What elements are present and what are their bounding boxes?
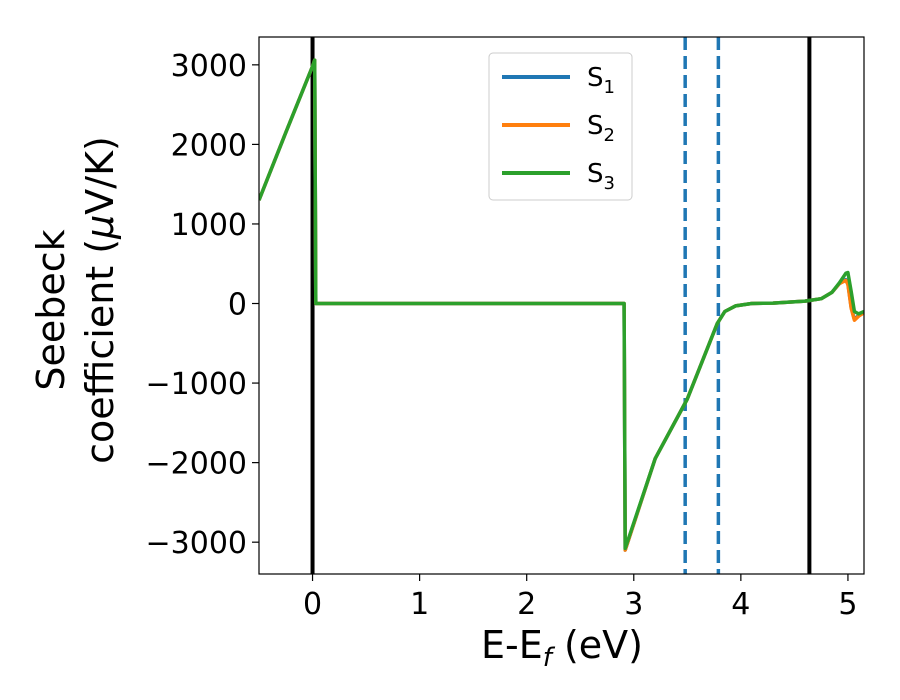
- legend-label-S2: S2: [587, 111, 615, 146]
- y-tick-label-3: 0: [228, 288, 247, 323]
- x-tick-label-4: 4: [731, 587, 750, 622]
- series-line-S3: [259, 58, 864, 551]
- x-tick-label-0: 0: [303, 587, 322, 622]
- x-tick-label-1: 1: [410, 587, 429, 622]
- legend-label-S1: S1: [587, 63, 615, 98]
- vertical-reference-lines: [310, 37, 812, 574]
- y-tick-label-1: 2000: [171, 128, 247, 163]
- x-axis: 0 1 2 3 4 5: [303, 574, 857, 622]
- legend: S1 S2 S3: [488, 52, 633, 201]
- x-tick-label-3: 3: [624, 587, 643, 622]
- y-axis-title-line2: coefficient (μV/K): [78, 136, 122, 464]
- mu-symbol: μ: [78, 215, 122, 240]
- y-tick-label-4: −1000: [146, 367, 247, 402]
- series-lines: [259, 58, 864, 552]
- y-tick-label-5: −2000: [146, 447, 247, 482]
- x-tick-label-2: 2: [517, 587, 536, 622]
- y-tick-label-6: −3000: [146, 526, 247, 561]
- y-tick-label-0: 3000: [171, 49, 247, 84]
- x-axis-title: E-Ef (eV): [481, 623, 643, 673]
- legend-label-S3: S3: [587, 159, 615, 194]
- x-tick-label-5: 5: [838, 587, 857, 622]
- plot-frame: [258, 36, 865, 575]
- y-tick-label-2: 1000: [171, 208, 247, 243]
- y-axis-title-line1: Seebeck: [29, 229, 73, 390]
- y-axis: 3000 2000 1000 0 −1000 −2000 −3000: [146, 49, 259, 561]
